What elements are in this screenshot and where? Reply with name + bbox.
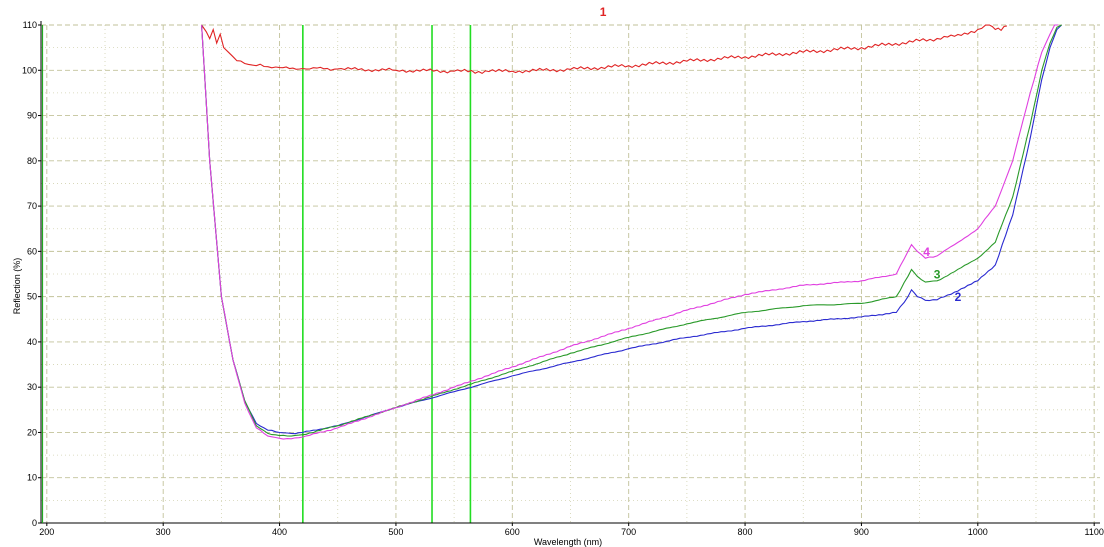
y-tick-label: 60 <box>27 246 37 256</box>
grid <box>41 24 1100 524</box>
curve-label-4: 4 <box>923 245 930 259</box>
y-tick-label: 100 <box>22 65 37 75</box>
y-tick-label: 50 <box>27 292 37 302</box>
curve-label-3: 3 <box>934 268 941 282</box>
curve-labels: 1 234 <box>600 5 962 304</box>
x-tick-label: 700 <box>621 527 636 537</box>
y-axis-title: Reflection (%) <box>12 258 22 315</box>
y-tick-label: 40 <box>27 337 37 347</box>
x-tick-label: 200 <box>39 527 54 537</box>
y-tick-label: 0 <box>32 518 37 528</box>
x-tick-label: 900 <box>854 527 869 537</box>
y-tick-label: 30 <box>27 382 37 392</box>
x-axis-title: Wavelength (nm) <box>534 537 602 547</box>
series-lines <box>201 24 1062 440</box>
series-line-1 <box>201 24 1008 75</box>
y-tick-label: 70 <box>27 201 37 211</box>
curve-label-2: 2 <box>955 290 962 304</box>
y-tick-label: 110 <box>23 20 37 30</box>
y-tick-label: 20 <box>27 427 37 437</box>
y-tick-label: 10 <box>27 473 37 483</box>
y-tick-label: 90 <box>27 111 37 121</box>
curve-label-1: 1 <box>600 5 607 19</box>
x-tick-label: 800 <box>738 527 753 537</box>
axes <box>40 21 1100 524</box>
vertical-markers <box>302 25 472 523</box>
x-tick-label: 1000 <box>968 527 988 537</box>
x-tick-label: 1100 <box>1085 527 1104 537</box>
series-line-4 <box>201 24 1059 440</box>
series-line-3 <box>201 24 1062 437</box>
tick-labels: 200 300 400 500 600 700 800 900 1000 1100 0 10 20 30 4… <box>22 20 1104 537</box>
x-tick-label: 500 <box>388 527 403 537</box>
x-tick-label: 300 <box>156 527 171 537</box>
y-tick-label: 80 <box>27 156 37 166</box>
x-tick-label: 400 <box>272 527 287 537</box>
x-tick-label: 600 <box>505 527 520 537</box>
